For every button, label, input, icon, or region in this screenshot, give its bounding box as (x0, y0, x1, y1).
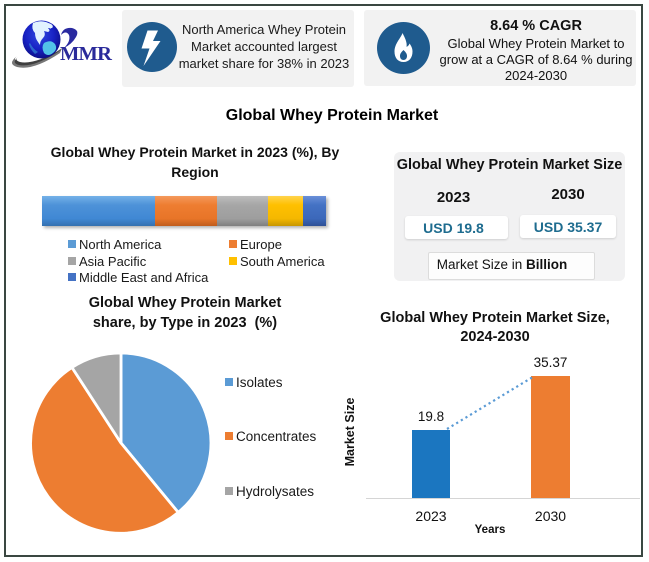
svg-text:MMR: MMR (60, 43, 112, 65)
